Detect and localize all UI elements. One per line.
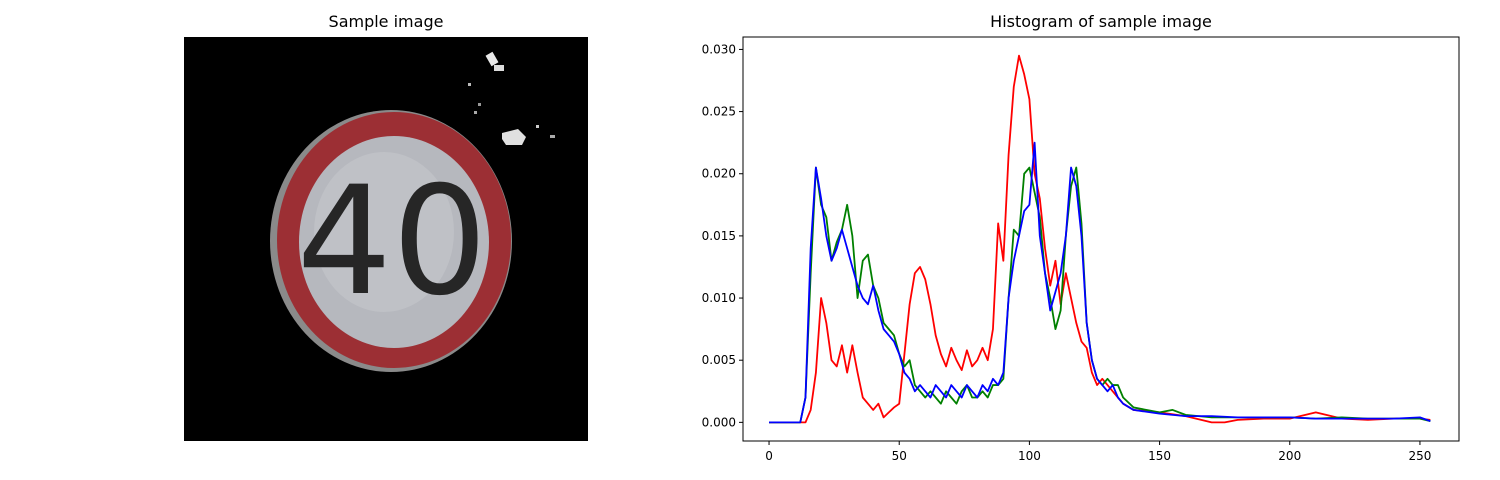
x-tick-label: 150 (1148, 449, 1171, 463)
y-tick-label: 0.000 (702, 415, 736, 429)
y-tick-label: 0.020 (702, 167, 736, 181)
y-tick-label: 0.015 (702, 229, 736, 243)
x-tick-label: 0 (765, 449, 773, 463)
x-tick-label: 50 (892, 449, 907, 463)
plot-frame (742, 36, 1460, 442)
speed-limit-sign-image: 40 (184, 37, 588, 441)
y-tick-label: 0.025 (702, 105, 736, 119)
image-panel-title: Sample image (328, 12, 444, 31)
y-axis-ticks: 0.000 0.005 0.010 0.015 0.020 0.025 0.030 (702, 42, 743, 429)
series-line-2 (769, 141, 1431, 424)
sign-number: 40 (297, 155, 488, 329)
x-tick-label: 250 (1408, 449, 1431, 463)
x-tick-label: 100 (1018, 449, 1041, 463)
y-tick-label: 0.030 (702, 42, 736, 56)
series-line-1 (769, 166, 1431, 424)
series-line-0 (769, 54, 1431, 424)
y-tick-label: 0.005 (702, 353, 736, 367)
series-layer (769, 54, 1431, 424)
y-tick-label: 0.010 (702, 291, 736, 305)
x-tick-label: 200 (1278, 449, 1301, 463)
x-axis-ticks: 0 50 100 150 200 250 (765, 441, 1431, 463)
chart-title: Histogram of sample image (990, 12, 1212, 31)
